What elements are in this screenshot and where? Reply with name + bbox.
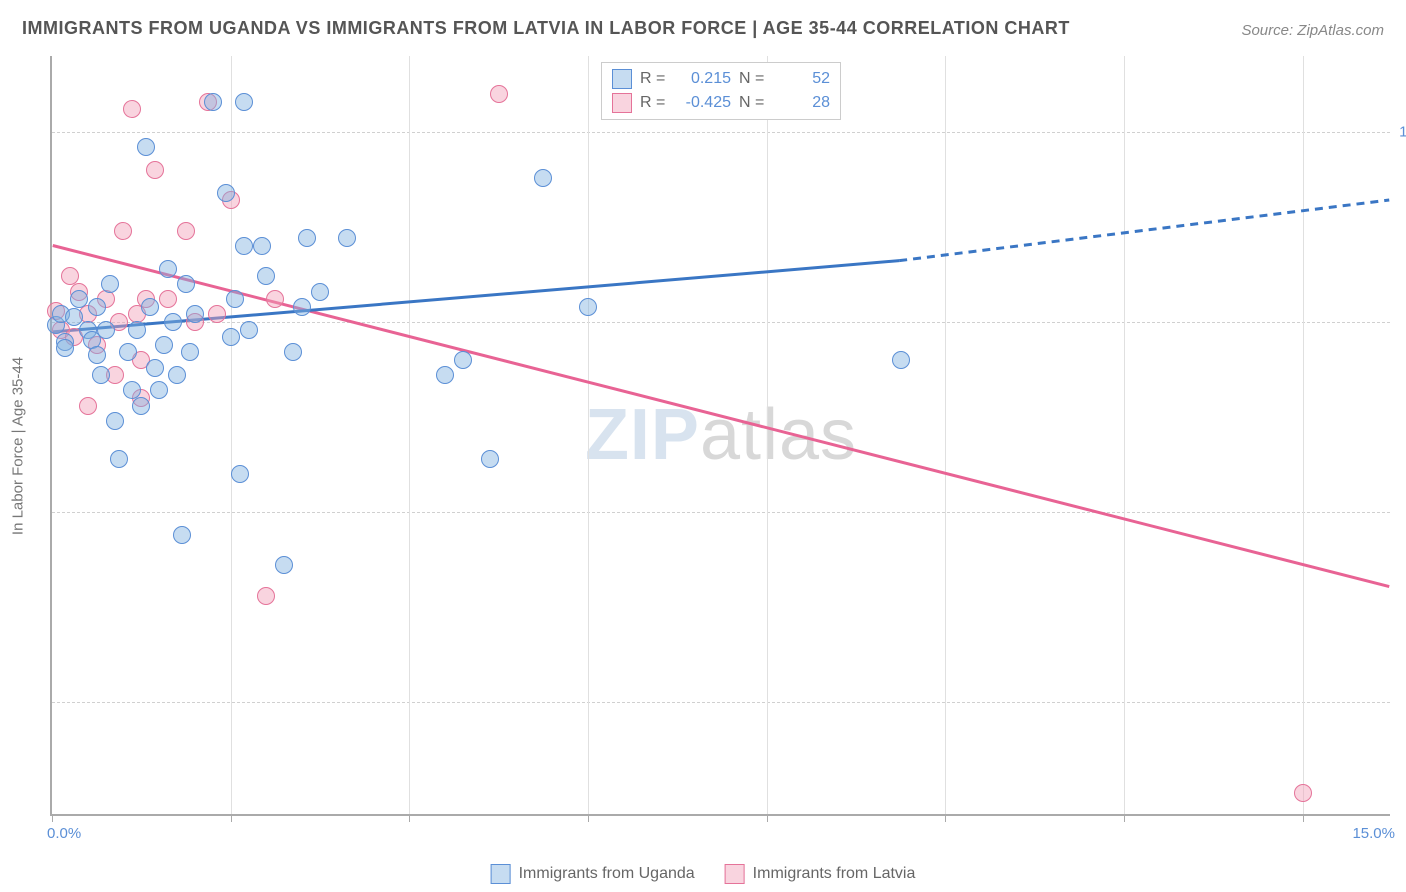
marker-uganda xyxy=(155,336,173,354)
marker-uganda xyxy=(226,290,244,308)
marker-uganda xyxy=(231,465,249,483)
y-axis-label: In Labor Force | Age 35-44 xyxy=(10,357,27,535)
legend-label-latvia: Immigrants from Latvia xyxy=(753,865,916,883)
marker-latvia xyxy=(114,222,132,240)
swatch-latvia xyxy=(725,864,745,884)
marker-latvia xyxy=(1294,784,1312,802)
marker-uganda xyxy=(235,237,253,255)
marker-latvia xyxy=(266,290,284,308)
marker-uganda xyxy=(253,237,271,255)
marker-uganda xyxy=(217,184,235,202)
marker-uganda xyxy=(150,381,168,399)
marker-uganda xyxy=(436,366,454,384)
marker-uganda xyxy=(110,450,128,468)
source-attribution: Source: ZipAtlas.com xyxy=(1241,22,1384,39)
marker-uganda xyxy=(181,343,199,361)
marker-uganda xyxy=(88,298,106,316)
y-tick-label: 100.0% xyxy=(1395,124,1406,141)
correlation-legend: R = 0.215 N = 52 R = -0.425 N = 28 xyxy=(601,62,841,120)
marker-uganda xyxy=(298,229,316,247)
marker-uganda xyxy=(579,298,597,316)
marker-uganda xyxy=(311,283,329,301)
y-tick-label: 87.5% xyxy=(1395,314,1406,331)
y-tick-label: 75.0% xyxy=(1395,504,1406,521)
marker-uganda xyxy=(892,351,910,369)
marker-latvia xyxy=(257,587,275,605)
series-legend: Immigrants from Uganda Immigrants from L… xyxy=(491,864,916,884)
marker-uganda xyxy=(106,412,124,430)
legend-item-latvia: Immigrants from Latvia xyxy=(725,864,916,884)
marker-uganda xyxy=(204,93,222,111)
marker-latvia xyxy=(490,85,508,103)
marker-uganda xyxy=(70,290,88,308)
marker-uganda xyxy=(284,343,302,361)
legend-row-latvia: R = -0.425 N = 28 xyxy=(612,91,830,115)
x-axis-start: 0.0% xyxy=(47,825,81,842)
chart-area: ZIPatlas R = 0.215 N = 52 R = -0.425 N =… xyxy=(50,56,1390,816)
marker-uganda xyxy=(168,366,186,384)
marker-uganda xyxy=(146,359,164,377)
legend-item-uganda: Immigrants from Uganda xyxy=(491,864,695,884)
watermark: ZIPatlas xyxy=(585,394,857,476)
swatch-latvia xyxy=(612,93,632,113)
marker-uganda xyxy=(177,275,195,293)
marker-uganda xyxy=(101,275,119,293)
marker-uganda xyxy=(186,305,204,323)
marker-latvia xyxy=(123,100,141,118)
marker-uganda xyxy=(222,328,240,346)
marker-latvia xyxy=(208,305,226,323)
legend-row-uganda: R = 0.215 N = 52 xyxy=(612,67,830,91)
marker-uganda xyxy=(257,267,275,285)
marker-uganda xyxy=(88,346,106,364)
swatch-uganda xyxy=(491,864,511,884)
y-tick-label: 62.5% xyxy=(1395,694,1406,711)
legend-label-uganda: Immigrants from Uganda xyxy=(519,865,695,883)
marker-uganda xyxy=(164,313,182,331)
marker-uganda xyxy=(92,366,110,384)
marker-uganda xyxy=(97,321,115,339)
marker-uganda xyxy=(137,138,155,156)
trend-lines xyxy=(52,56,1390,814)
marker-uganda xyxy=(173,526,191,544)
marker-latvia xyxy=(146,161,164,179)
marker-latvia xyxy=(79,397,97,415)
marker-uganda xyxy=(159,260,177,278)
marker-uganda xyxy=(534,169,552,187)
marker-uganda xyxy=(275,556,293,574)
x-axis-end: 15.0% xyxy=(1352,825,1395,842)
marker-latvia xyxy=(177,222,195,240)
marker-latvia xyxy=(159,290,177,308)
marker-uganda xyxy=(240,321,258,339)
marker-uganda xyxy=(454,351,472,369)
marker-uganda xyxy=(141,298,159,316)
marker-uganda xyxy=(132,397,150,415)
marker-uganda xyxy=(293,298,311,316)
marker-uganda xyxy=(481,450,499,468)
chart-title: IMMIGRANTS FROM UGANDA VS IMMIGRANTS FRO… xyxy=(22,18,1070,39)
marker-uganda xyxy=(128,321,146,339)
swatch-uganda xyxy=(612,69,632,89)
marker-uganda xyxy=(119,343,137,361)
marker-uganda xyxy=(235,93,253,111)
marker-uganda xyxy=(338,229,356,247)
marker-uganda xyxy=(56,339,74,357)
